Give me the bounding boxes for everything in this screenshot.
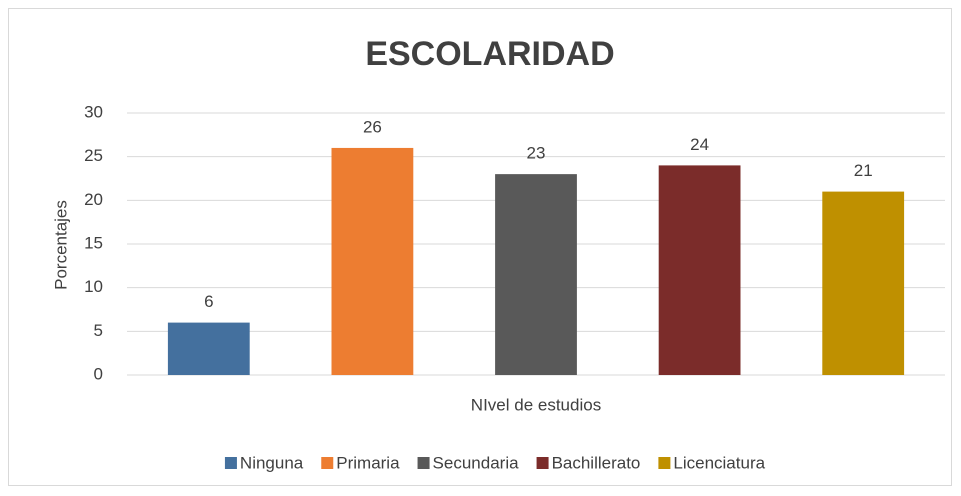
bar	[495, 174, 577, 375]
value-label: 21	[854, 161, 873, 180]
legend-swatch	[224, 457, 237, 469]
legend-swatch	[321, 457, 334, 469]
value-label: 6	[204, 292, 213, 311]
chart-border	[8, 8, 952, 486]
legend-swatch	[417, 457, 430, 469]
bar	[822, 191, 905, 375]
y-tick-label: 20	[84, 190, 103, 209]
chart-title: ESCOLARIDAD	[365, 35, 614, 73]
bar	[331, 147, 414, 375]
legend-swatch	[536, 457, 549, 469]
x-axis-label: NIvel de estudios	[471, 395, 601, 414]
value-label: 26	[363, 117, 382, 136]
legend-label: Ninguna	[240, 453, 304, 472]
y-tick-label: 10	[84, 277, 103, 296]
legend-label: Licenciatura	[673, 453, 765, 472]
legend-label: Bachillerato	[552, 453, 641, 472]
bar	[167, 322, 250, 375]
legend-swatch	[658, 457, 671, 469]
bar	[658, 165, 741, 375]
legend-label: Secundaria	[433, 453, 520, 472]
y-tick-label: 0	[94, 364, 103, 383]
y-tick-label: 15	[84, 233, 103, 252]
y-tick-label: 30	[84, 102, 103, 121]
y-tick-label: 25	[84, 146, 103, 165]
value-label: 23	[527, 144, 546, 163]
y-axis-label: Porcentajes	[51, 200, 70, 290]
legend-label: Primaria	[336, 453, 400, 472]
value-label: 24	[690, 135, 709, 154]
y-tick-label: 5	[94, 321, 103, 340]
